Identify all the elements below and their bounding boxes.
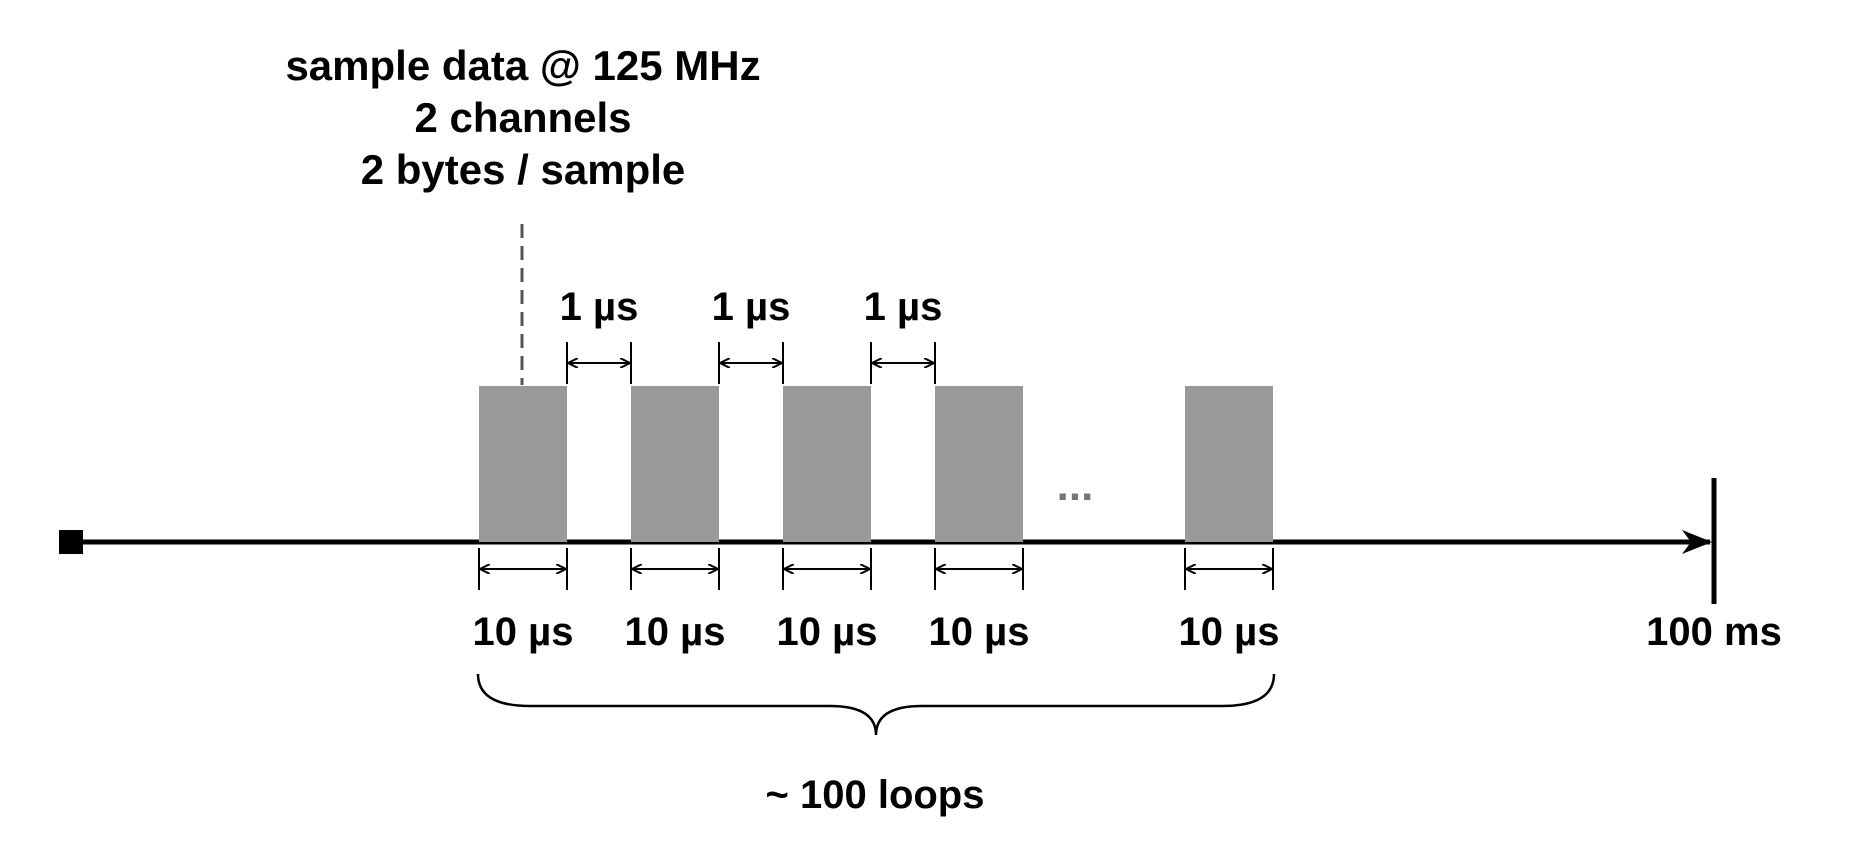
sample-block-4 [935,386,1023,542]
gap-dimension-1 [566,342,632,384]
sample-block-1 [479,386,567,542]
gap-dimension-3 [870,342,936,384]
gap-label-1: 1 µs [560,285,639,329]
block-label-5: 10 µs [1179,610,1280,654]
header-line-1: sample data @ 125 MHz [285,42,760,89]
block-dimension-2 [630,548,720,590]
sample-block-5 [1185,386,1273,542]
block-dimension-5 [1184,548,1274,590]
block-dimension-1 [478,548,568,590]
ellipsis: ... [1057,461,1094,510]
block-dimension-3 [782,548,872,590]
gap-label-3: 1 µs [864,285,943,329]
loops-brace [476,673,1276,736]
block-label-2: 10 µs [625,610,726,654]
end-time-label: 100 ms [1646,610,1782,654]
gap-label-2: 1 µs [712,285,791,329]
block-dimension-4 [934,548,1024,590]
loops-label: ~ 100 loops [766,773,985,817]
header-line-3: 2 bytes / sample [361,146,686,193]
block-label-4: 10 µs [929,610,1030,654]
gap-dimension-2 [718,342,784,384]
sample-block-3 [783,386,871,542]
header-line-2: 2 channels [414,94,631,141]
block-label-1: 10 µs [473,610,574,654]
sample-block-2 [631,386,719,542]
block-label-3: 10 µs [777,610,878,654]
